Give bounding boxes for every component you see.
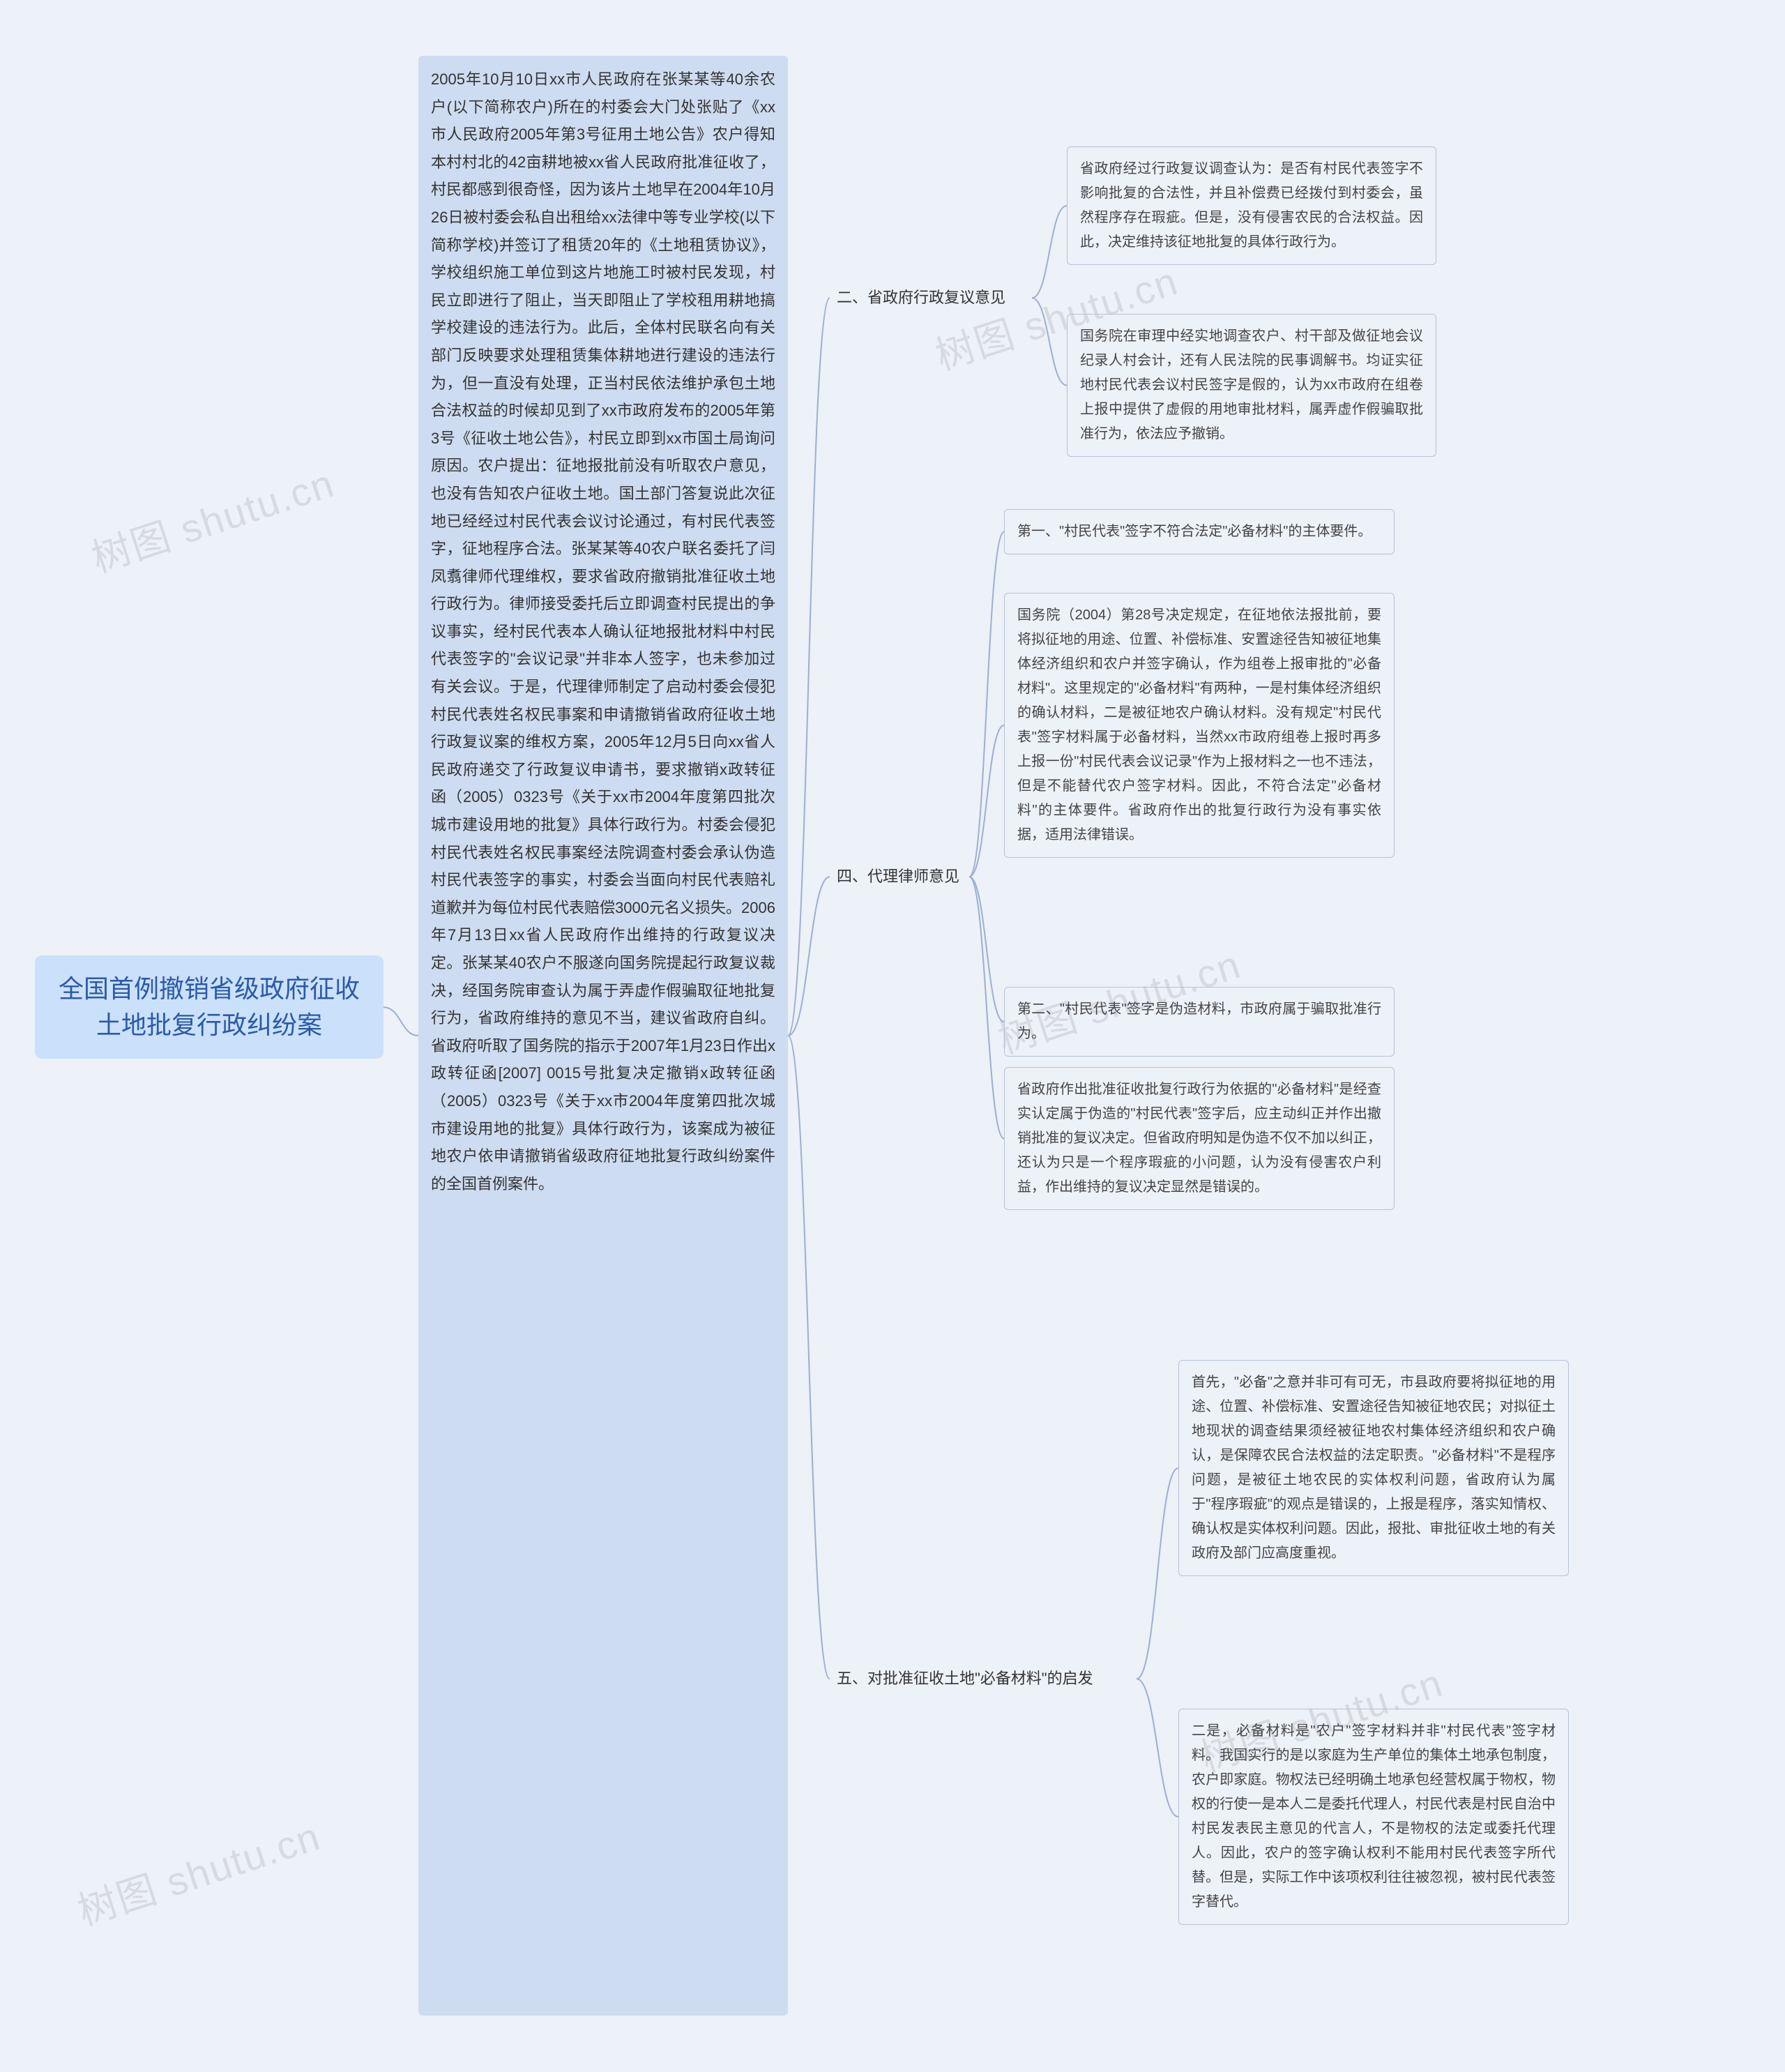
section-4-leaf-1: 国务院（2004）第28号决定规定，在征地依法报批前，要将拟征地的用途、位置、补… [1004, 593, 1395, 858]
section-4-leaf-2: 第二、"村民代表"签字是伪造材料，市政府属于骗取批准行为。 [1004, 987, 1395, 1057]
watermark: 树图 shutu.cn [70, 1805, 327, 1937]
section-5-leaf-0: 首先，"必备"之意并非可有可无，市县政府要将拟征地的用途、位置、补偿标准、安置途… [1178, 1360, 1569, 1576]
section-2-title: 二、省政府行政复议意见 [830, 279, 1032, 317]
section-2-leaf-1: 国务院在审理中经实地调查农户、村干部及做征地会议纪录人村会计，还有人民法院的民事… [1067, 314, 1436, 457]
section-4-title: 四、代理律师意见 [830, 858, 969, 896]
section-4-leaf-3: 省政府作出批准征收批复行政行为依据的"必备材料"是经查实认定属于伪造的"村民代表… [1004, 1067, 1395, 1210]
section-5-title: 五、对批准征收土地"必备材料"的启发 [830, 1660, 1137, 1698]
section-2-leaf-0: 省政府经过行政复议调查认为：是否有村民代表签字不影响批复的合法性，并且补偿费已经… [1067, 146, 1436, 265]
case-summary: 2005年10月10日xx市人民政府在张某某等40余农户(以下简称农户)所在的村… [418, 56, 788, 2016]
root-node: 全国首例撤销省级政府征收土地批复行政纠纷案 [35, 955, 383, 1059]
section-5-leaf-1: 二是，必备材料是"农户"签字材料并非"村民代表"签字材料。我国实行的是以家庭为生… [1178, 1709, 1569, 1925]
watermark: 树图 shutu.cn [84, 452, 341, 584]
section-4-leaf-0: 第一、"村民代表"签字不符合法定"必备材料"的主体要件。 [1004, 509, 1395, 554]
